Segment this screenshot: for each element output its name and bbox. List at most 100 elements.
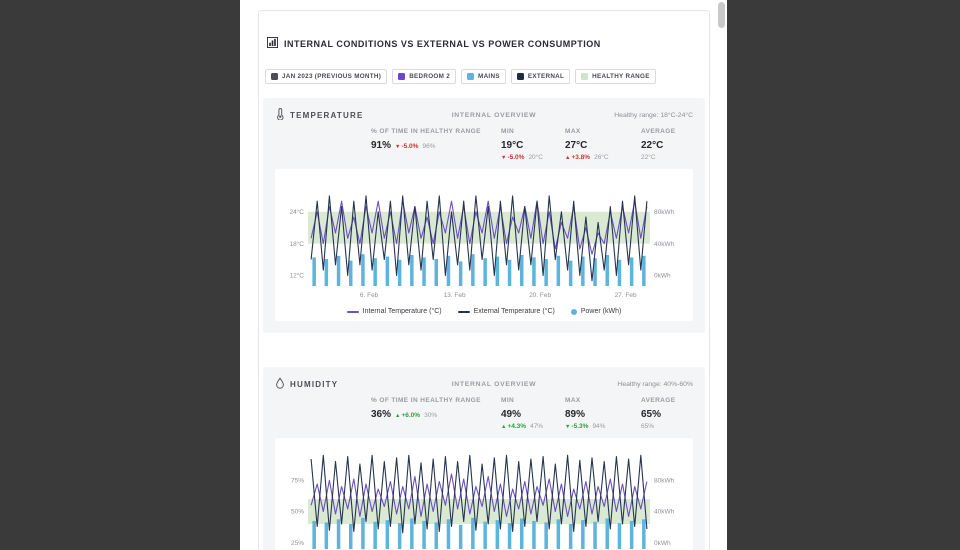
chip-color-swatch: [467, 73, 475, 80]
card-header: INTERNAL CONDITIONS VS EXTERNAL VS POWER…: [267, 35, 701, 53]
stat-delta: ▼-5.0%: [501, 154, 525, 161]
healthy-range-label: Healthy range: 18°C-24°C: [614, 111, 693, 119]
svg-text:0kWh: 0kWh: [654, 273, 671, 280]
svg-text:6. Feb: 6. Feb: [360, 292, 379, 299]
temperature-chart-box: 24°C 80kWh 18°C 40kWh 12°C 0kWh 6. Feb 13. Feb 2…: [275, 169, 693, 321]
stat-label: MAX: [565, 128, 581, 135]
stat-value: 36%: [371, 409, 392, 420]
stat-label: AVERAGE: [641, 397, 676, 404]
card-title: INTERNAL CONDITIONS VS EXTERNAL VS POWER…: [284, 39, 601, 49]
healthy-range-label: Healthy range: 40%-60%: [617, 380, 693, 388]
stat-previous-value: 94%: [592, 423, 606, 430]
stat-min: MIN 19°C ▼-5.0% 20°C: [501, 128, 565, 161]
stat-min: MIN 49% ▲+4.3% 47%: [501, 397, 565, 430]
humidity-stats: % OF TIME IN HEALTHY RANGE 36% ▲+6.0% 30…: [275, 397, 693, 430]
temperature-chart-legend: Internal Temperature (°C) External Tempe…: [278, 302, 690, 318]
legend-item-internal-temperature[interactable]: Internal Temperature (°C): [346, 308, 442, 315]
stat-delta: ▲+4.3%: [501, 423, 527, 430]
stat-label: AVERAGE: [641, 128, 676, 135]
stat-label: MAX: [565, 397, 581, 404]
legend-label: External Temperature (°C): [473, 308, 555, 315]
stat-average: AVERAGE 22°C 22°C: [641, 128, 675, 161]
chip-jan-2023-previous-month[interactable]: JAN 2023 (PREVIOUS MONTH): [265, 69, 388, 84]
temperature-panel-header: TEMPERATURE INTERNAL OVERVIEW Healthy ra…: [275, 108, 693, 122]
temperature-stats: % OF TIME IN HEALTHY RANGE 91% ▼-5.0% 96…: [275, 128, 693, 161]
stat-value: 89%: [565, 409, 586, 420]
chip-label: JAN 2023 (PREVIOUS MONTH): [282, 73, 382, 80]
humidity-panel: HUMIDITY INTERNAL OVERVIEW Healthy range…: [263, 367, 705, 550]
stat-previous-value: 65%: [641, 423, 655, 430]
stat-previous-value: 20°C: [528, 154, 543, 161]
svg-text:20. Feb: 20. Feb: [529, 292, 551, 299]
legend-label: Power (kWh): [580, 308, 622, 315]
svg-text:80kWh: 80kWh: [654, 478, 675, 485]
stat-label: % OF TIME IN HEALTHY RANGE: [371, 128, 481, 135]
chip-external[interactable]: EXTERNAL: [510, 69, 571, 84]
svg-text:13. Feb: 13. Feb: [444, 292, 466, 299]
legend-label: Internal Temperature (°C): [362, 308, 442, 315]
stat-value: 19°C: [501, 140, 524, 151]
stat-delta: ▲+6.0%: [395, 412, 421, 419]
stat-healthy-range-time: % OF TIME IN HEALTHY RANGE 91% ▼-5.0% 96…: [371, 128, 501, 161]
stat-delta: ▼-5.3%: [565, 423, 589, 430]
delta-arrow-icon: ▼: [565, 424, 571, 430]
chip-color-swatch: [581, 73, 589, 80]
legend-chips: JAN 2023 (PREVIOUS MONTH) BEDROOM 2 MAIN…: [265, 69, 703, 84]
svg-text:40kWh: 40kWh: [654, 241, 675, 248]
conditions-card: INTERNAL CONDITIONS VS EXTERNAL VS POWER…: [258, 10, 710, 550]
humidity-panel-title-group: HUMIDITY: [275, 377, 415, 391]
chip-healthy-range[interactable]: HEALTHY RANGE: [575, 69, 656, 84]
dot-swatch: [570, 308, 577, 315]
svg-text:50%: 50%: [291, 509, 304, 516]
chip-label: EXTERNAL: [527, 73, 565, 80]
stat-value: 22°C: [641, 140, 664, 151]
svg-text:12°C: 12°C: [289, 272, 304, 280]
svg-text:40kWh: 40kWh: [654, 509, 675, 516]
chip-color-swatch: [516, 73, 524, 80]
legend-item-external-temperature[interactable]: External Temperature (°C): [457, 308, 555, 315]
chip-mains[interactable]: MAINS: [461, 69, 506, 84]
stat-max: MAX 27°C ▲+3.8% 26°C: [565, 128, 641, 161]
stat-previous-value: 96%: [422, 143, 436, 150]
chip-label: HEALTHY RANGE: [592, 73, 650, 80]
overview-label: INTERNAL OVERVIEW: [451, 111, 537, 119]
delta-arrow-icon: ▲: [501, 424, 507, 430]
svg-text:80kWh: 80kWh: [654, 209, 675, 216]
stat-previous-value: 22°C: [641, 154, 656, 161]
stat-delta: ▼-5.0%: [395, 143, 419, 150]
stat-previous-value: 26°C: [594, 154, 609, 161]
droplet-icon: [275, 377, 285, 391]
stat-value: 65%: [641, 409, 662, 420]
svg-text:18°C: 18°C: [289, 240, 304, 248]
stat-label: MIN: [501, 128, 515, 135]
svg-text:0kWh: 0kWh: [654, 540, 671, 547]
stat-label: MIN: [501, 397, 515, 404]
stat-label: % OF TIME IN HEALTHY RANGE: [371, 397, 481, 404]
legend-item-power[interactable]: Power (kWh): [570, 308, 622, 315]
stat-previous-value: 30%: [424, 412, 438, 419]
svg-text:75%: 75%: [291, 478, 304, 485]
stat-average: AVERAGE 65% 65%: [641, 397, 675, 430]
chip-label: MAINS: [478, 73, 500, 80]
stat-value: 91%: [371, 140, 392, 151]
stat-delta: ▲+3.8%: [565, 154, 591, 161]
delta-arrow-icon: ▼: [501, 155, 507, 161]
svg-text:24°C: 24°C: [289, 208, 304, 216]
scrollbar-thumb[interactable]: [718, 2, 725, 28]
overview-label: INTERNAL OVERVIEW: [451, 380, 537, 388]
panel-title: TEMPERATURE: [290, 110, 364, 120]
chip-color-swatch: [398, 73, 406, 80]
stat-value: 27°C: [565, 140, 588, 151]
delta-arrow-icon: ▲: [565, 155, 571, 161]
temperature-chart-plot[interactable]: 24°C 80kWh 18°C 40kWh 12°C 0kWh 6. Feb 13. Feb 2…: [278, 174, 690, 302]
svg-text:27. Feb: 27. Feb: [615, 292, 637, 299]
chip-bedroom-2[interactable]: BEDROOM 2: [392, 69, 457, 84]
temperature-panel: TEMPERATURE INTERNAL OVERVIEW Healthy ra…: [263, 98, 705, 333]
stat-healthy-range-time: % OF TIME IN HEALTHY RANGE 36% ▲+6.0% 30…: [371, 397, 501, 430]
dashboard-window: INTERNAL CONDITIONS VS EXTERNAL VS POWER…: [240, 0, 727, 550]
line-swatch: [346, 310, 359, 313]
line-swatch: [457, 310, 470, 313]
stat-previous-value: 47%: [530, 423, 544, 430]
